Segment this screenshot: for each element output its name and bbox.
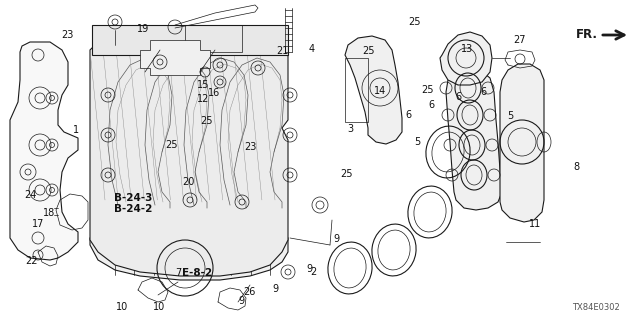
Text: FR.: FR. [576, 28, 598, 42]
Text: 25: 25 [362, 46, 375, 56]
Text: 18: 18 [42, 208, 55, 218]
Text: 3: 3 [348, 124, 354, 134]
Text: E-8-2: E-8-2 [182, 268, 212, 278]
Text: 27: 27 [513, 35, 526, 45]
Polygon shape [92, 25, 288, 55]
Text: 23: 23 [61, 30, 74, 40]
Text: 6: 6 [455, 92, 461, 102]
Text: 23: 23 [244, 142, 257, 152]
Polygon shape [90, 30, 288, 276]
Text: 19: 19 [137, 24, 150, 34]
Text: 9: 9 [307, 264, 313, 274]
Text: 8: 8 [573, 162, 579, 172]
Text: 17: 17 [32, 219, 45, 229]
Text: 9: 9 [333, 234, 340, 244]
Text: 9: 9 [272, 284, 278, 294]
Text: 25: 25 [200, 116, 212, 126]
Text: 2: 2 [310, 267, 317, 277]
Polygon shape [10, 42, 78, 260]
Text: 11: 11 [529, 219, 541, 229]
Text: 10: 10 [152, 302, 165, 312]
Text: 14: 14 [374, 86, 387, 96]
Text: 5: 5 [507, 111, 513, 121]
Text: 12: 12 [197, 94, 210, 104]
Text: 22: 22 [26, 256, 38, 266]
Text: 20: 20 [182, 177, 195, 188]
Text: B-24-2: B-24-2 [114, 204, 152, 214]
Text: 7: 7 [175, 268, 181, 278]
Text: 24: 24 [24, 190, 37, 200]
Text: 15: 15 [197, 80, 210, 90]
Text: 25: 25 [165, 140, 178, 150]
Text: 6: 6 [481, 87, 487, 97]
Text: B-24-3: B-24-3 [114, 193, 152, 203]
Text: 25: 25 [408, 17, 421, 28]
Text: 9: 9 [239, 296, 245, 307]
Polygon shape [440, 32, 492, 85]
Text: 10: 10 [115, 302, 128, 312]
Text: 21: 21 [276, 46, 289, 56]
Polygon shape [446, 68, 502, 210]
Text: 1: 1 [72, 124, 79, 135]
Text: 4: 4 [308, 44, 315, 54]
Text: TX84E0302: TX84E0302 [572, 303, 620, 312]
Text: 26: 26 [243, 287, 256, 297]
Polygon shape [90, 210, 288, 280]
Text: 6: 6 [428, 100, 435, 110]
Text: 25: 25 [421, 84, 434, 95]
Text: 5: 5 [414, 137, 420, 148]
Polygon shape [500, 64, 544, 222]
Text: 13: 13 [461, 44, 474, 54]
Polygon shape [140, 40, 210, 75]
Text: 6: 6 [405, 110, 412, 120]
Text: 25: 25 [340, 169, 353, 180]
Polygon shape [345, 36, 402, 144]
Text: 16: 16 [207, 88, 220, 99]
